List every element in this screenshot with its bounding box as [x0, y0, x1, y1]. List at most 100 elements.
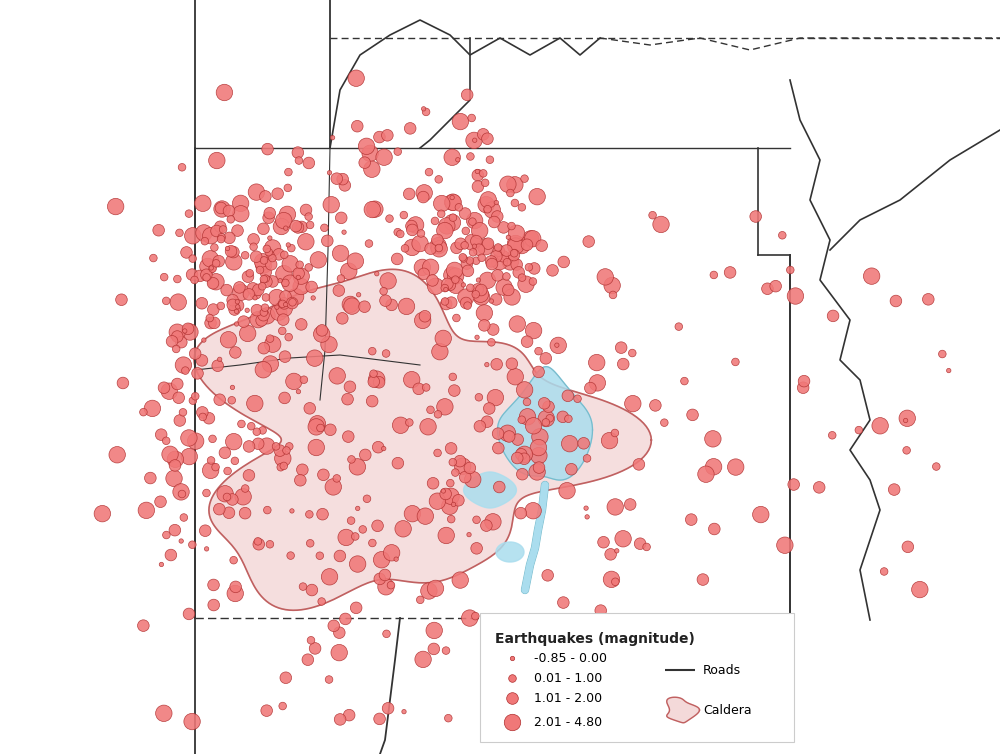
Point: [329, 173, 345, 185]
Point: [216, 87, 232, 99]
Point: [475, 167, 491, 179]
Point: [538, 412, 554, 425]
Point: [464, 236, 480, 248]
Point: [556, 256, 572, 268]
Point: [225, 299, 241, 311]
Point: [283, 550, 299, 562]
Point: [438, 298, 454, 310]
Point: [201, 412, 217, 425]
Point: [307, 642, 323, 654]
Point: [347, 255, 363, 267]
Point: [759, 283, 775, 295]
Point: [390, 226, 406, 238]
Point: [445, 212, 461, 224]
Point: [312, 422, 328, 434]
Point: [380, 702, 396, 714]
Point: [357, 301, 373, 313]
Point: [215, 223, 231, 235]
Point: [656, 417, 672, 429]
Point: [480, 238, 496, 250]
Point: [593, 605, 609, 617]
Point: [277, 277, 293, 289]
Point: [262, 232, 278, 244]
Point: [291, 268, 307, 280]
Point: [483, 256, 499, 268]
Point: [404, 374, 420, 386]
Point: [499, 244, 515, 256]
Point: [462, 282, 478, 294]
Point: [378, 348, 394, 360]
Point: [427, 215, 443, 227]
Point: [431, 173, 447, 185]
Point: [457, 207, 473, 219]
Point: [220, 334, 236, 346]
Point: [255, 363, 271, 375]
Point: [261, 246, 277, 258]
Point: [163, 549, 179, 561]
Point: [430, 447, 446, 459]
Point: [496, 281, 512, 293]
Point: [94, 507, 110, 520]
Point: [496, 222, 512, 234]
Point: [622, 498, 638, 510]
Point: [280, 166, 296, 178]
Point: [185, 394, 201, 406]
Point: [223, 245, 239, 257]
Point: [275, 700, 291, 712]
Point: [443, 296, 459, 308]
Point: [379, 628, 395, 640]
Point: [795, 382, 811, 394]
Point: [460, 265, 476, 277]
Point: [411, 383, 427, 395]
Point: [187, 348, 203, 360]
Point: [227, 346, 243, 358]
Point: [245, 282, 261, 294]
Point: [288, 290, 304, 302]
Point: [578, 502, 594, 514]
Point: [181, 432, 197, 444]
Point: [796, 375, 812, 388]
Point: [250, 535, 266, 547]
Point: [516, 452, 532, 464]
Polygon shape: [496, 542, 524, 562]
Point: [536, 397, 552, 409]
Point: [467, 134, 483, 146]
Point: [276, 297, 292, 309]
Point: [292, 259, 308, 271]
Point: [167, 459, 183, 471]
Point: [276, 460, 292, 472]
Point: [372, 713, 388, 725]
Point: [274, 325, 290, 337]
Point: [276, 249, 292, 261]
Point: [442, 501, 458, 513]
Point: [182, 326, 198, 338]
Point: [304, 281, 320, 293]
Point: [397, 242, 413, 254]
Point: [336, 226, 352, 238]
Point: [504, 672, 520, 684]
Point: [250, 314, 266, 326]
Point: [393, 419, 409, 431]
Point: [491, 256, 507, 268]
Point: [370, 520, 386, 532]
Point: [811, 481, 827, 493]
Point: [447, 265, 463, 277]
Point: [262, 538, 278, 550]
Point: [427, 582, 443, 594]
Point: [280, 239, 296, 251]
Point: [490, 428, 506, 440]
Point: [445, 456, 461, 468]
Point: [278, 222, 294, 234]
Point: [217, 488, 233, 500]
Point: [213, 300, 229, 312]
Polygon shape: [667, 697, 700, 723]
Point: [235, 491, 251, 503]
Point: [525, 233, 541, 245]
Point: [517, 384, 533, 396]
Point: [243, 420, 259, 432]
Point: [468, 235, 484, 247]
Point: [706, 461, 722, 473]
Point: [390, 146, 406, 158]
Point: [268, 440, 284, 452]
Point: [230, 225, 246, 237]
